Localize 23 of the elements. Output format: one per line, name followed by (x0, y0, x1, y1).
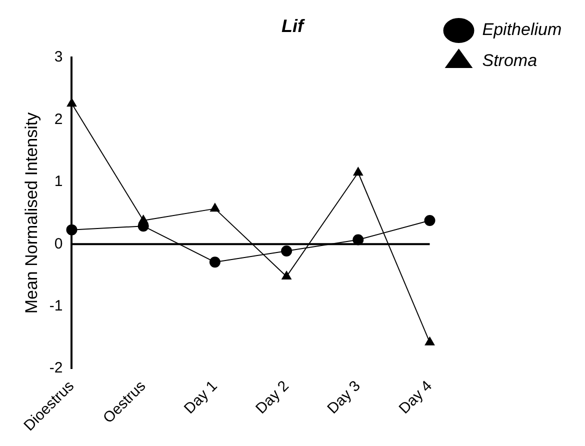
y-tick-label: 0 (54, 235, 63, 252)
y-tick-label: 1 (54, 173, 63, 190)
point (424, 215, 436, 226)
point (210, 203, 220, 212)
y-tick-label: -2 (49, 360, 63, 377)
y-tick-label: 2 (54, 110, 63, 128)
chart-title: Lif (282, 16, 306, 36)
point (353, 167, 363, 176)
y-tick-label: 3 (54, 48, 63, 66)
point (282, 270, 292, 280)
point (424, 336, 435, 346)
y-axis-title: Mean Normalised Intensity (22, 112, 41, 314)
x-tick-label: Day 1 (180, 378, 221, 418)
x-tick-label: Day 2 (252, 378, 292, 418)
y-tick-label: -1 (49, 297, 63, 314)
point (281, 245, 292, 256)
point (66, 224, 78, 236)
legend-label: Stroma (482, 51, 538, 70)
legend-label: Epithelium (482, 20, 562, 40)
point (209, 256, 220, 268)
point (66, 98, 77, 107)
x-tick-label: Day 4 (396, 378, 436, 418)
x-tick-label: Day 3 (324, 378, 364, 418)
